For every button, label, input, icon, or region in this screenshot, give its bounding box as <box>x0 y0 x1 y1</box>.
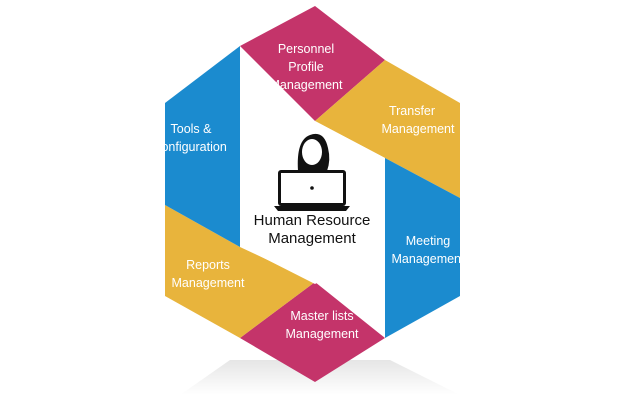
segment-personnel-profile <box>240 6 385 121</box>
tools-label-line2: configuration <box>155 140 227 154</box>
person-at-laptop-icon <box>274 133 350 211</box>
master-lists-label-line1: Master lists <box>290 309 353 323</box>
meeting-label-line2: Management <box>392 252 465 266</box>
segment-transfer <box>315 60 460 198</box>
segment-master-lists <box>240 282 385 382</box>
personnel-profile-label-line1: Personnel <box>278 42 334 56</box>
transfer-label-line1: Transfer <box>389 104 435 118</box>
center-title-line2: Management <box>268 230 356 247</box>
reports-label-line1: Reports <box>186 258 230 272</box>
personnel-profile-label-line2: Profile <box>288 60 323 74</box>
segment-reports <box>165 205 315 338</box>
personnel-profile-label-line3: Management <box>270 78 343 92</box>
tools-label-line1: Tools & <box>171 122 213 136</box>
meeting-label-line1: Meeting <box>406 234 451 248</box>
segment-tools <box>165 46 240 247</box>
transfer-label-line2: Management <box>382 122 455 136</box>
center-title-line1: Human Resource <box>254 212 371 229</box>
reports-label-line2: Management <box>172 276 245 290</box>
segment-meeting <box>385 158 460 338</box>
master-lists-label-line2: Management <box>286 327 359 341</box>
